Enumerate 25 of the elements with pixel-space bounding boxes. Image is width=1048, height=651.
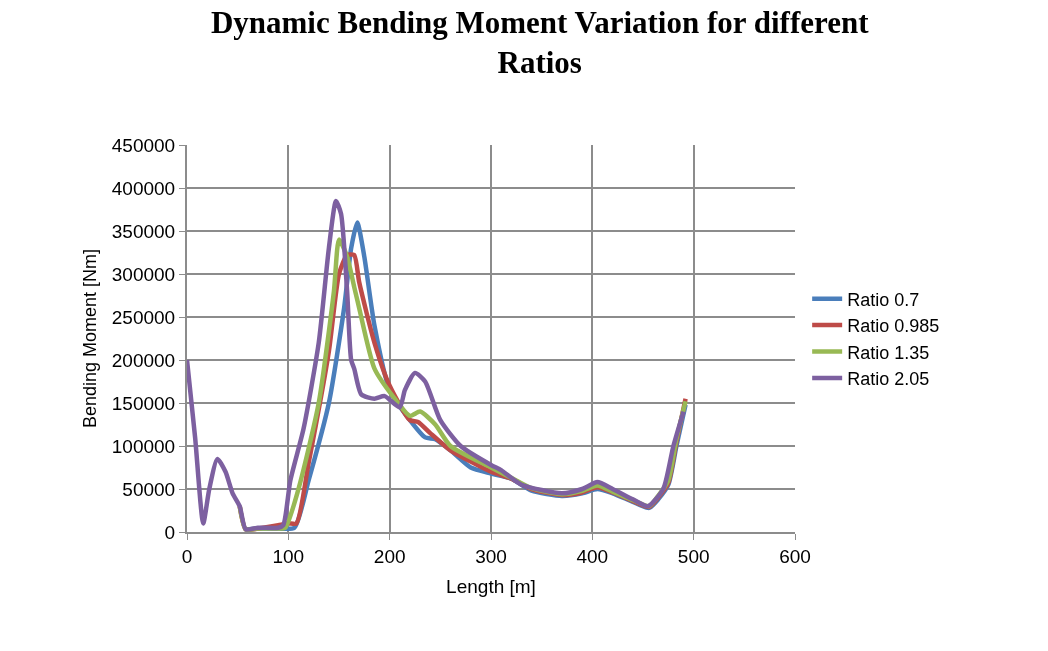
y-tick-label: 450000 (111, 134, 176, 156)
line-series (187, 198, 686, 532)
x-tick-label: 0 (181, 545, 193, 567)
y-tick-label: 0 (164, 521, 176, 543)
y-tick-label: 250000 (111, 306, 176, 328)
y-tick-label: 150000 (111, 392, 176, 414)
legend-label: Ratio 1.35 (847, 342, 930, 363)
x-tick-label: 400 (576, 545, 609, 567)
x-tick-label: 300 (475, 545, 507, 567)
x-tick-label: 600 (779, 545, 811, 567)
y-tick-label: 300000 (111, 263, 176, 285)
x-tick-label: 100 (272, 545, 305, 567)
legend-label: Ratio 2.05 (847, 368, 930, 389)
y-tick-label: 100000 (111, 435, 176, 457)
y-tick-label: 50000 (122, 478, 176, 500)
legend-label: Ratio 0.985 (847, 316, 940, 337)
x-tick-label: 200 (373, 545, 406, 567)
x-tick-label: 500 (677, 545, 710, 567)
legend-label: Ratio 0.7 (847, 289, 920, 310)
y-axis-title: Bending Moment [Nm] (80, 248, 101, 429)
y-tick-label: 400000 (111, 177, 176, 199)
chart-title: Dynamic Bending Moment Variation for different Ratios (210, 4, 870, 80)
y-tick-label: 350000 (111, 220, 176, 242)
y-tick-label: 200000 (111, 349, 176, 371)
x-axis-title: Length [m] (446, 576, 536, 598)
